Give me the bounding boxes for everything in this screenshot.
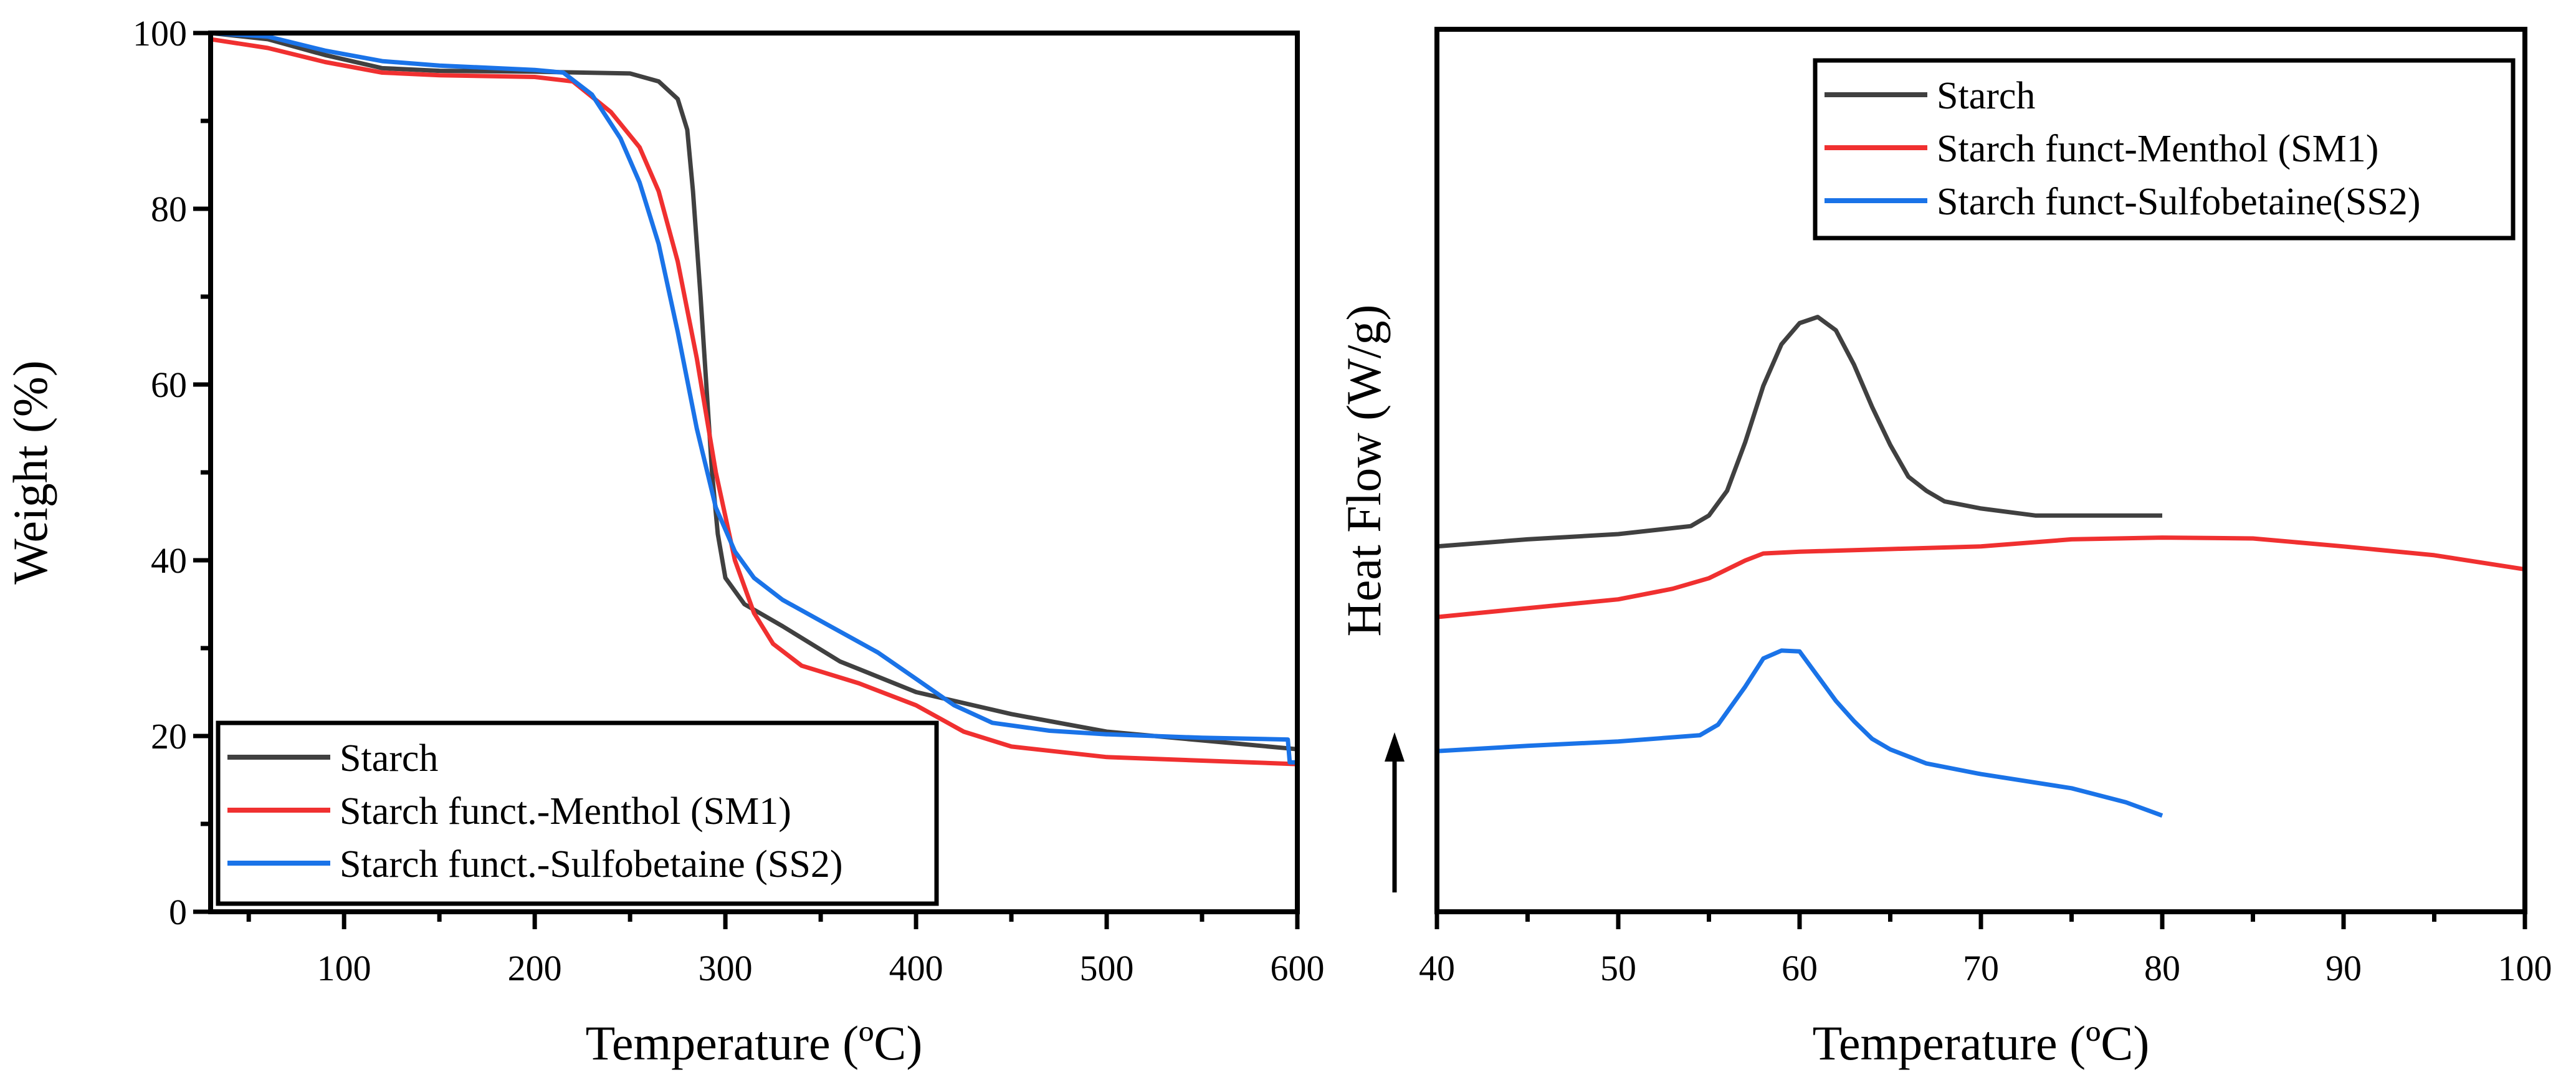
x-axis-title: Temperature (ºC): [1813, 1016, 2150, 1070]
y-tick-label: 60: [151, 365, 187, 405]
x-tick-label: 50: [1600, 948, 1636, 988]
legend-box: [1813, 58, 2516, 241]
legend-label-2: Starch funct-Sulfobetaine(SS2): [1937, 181, 2421, 223]
x-tick-label: 40: [1419, 948, 1455, 988]
legend: Starch Starch funct-Menthol (SM1) Starch f…: [1813, 58, 2516, 241]
y-tick-label: 40: [151, 540, 187, 581]
legend-label-1: Starch funct-Menthol (SM1): [1937, 128, 2378, 170]
series-line-2: [1436, 648, 2163, 818]
series-line-2: [210, 31, 1297, 765]
x-tick-label: 400: [889, 948, 943, 988]
series-line-1: [210, 37, 1298, 767]
x-tick-label: 80: [2144, 948, 2180, 988]
y-axis-title: Heat Flow (W/g): [1337, 305, 1391, 637]
dsc-chart: 40 50 60 70 80 90 100 Temperature (ºC) Heat Flow…: [1337, 27, 2552, 1070]
x-tick-label: 500: [1080, 948, 1134, 988]
legend: Starch Starch funct.-Menthol (SM1) Starch …: [216, 720, 939, 906]
x-tick-label: 600: [1271, 948, 1325, 988]
legend-box: [216, 720, 939, 906]
legend-label-2: Starch funct.-Sulfobetaine (SS2): [340, 843, 843, 886]
x-tick-label: 200: [508, 948, 562, 988]
series-line-0: [1436, 315, 2162, 549]
x-tick-label: 100: [2498, 948, 2552, 988]
legend-label-0: Starch: [340, 737, 438, 780]
x-tick-label: 100: [317, 948, 371, 988]
series-line-0: [210, 31, 1298, 752]
y-tick-label: 20: [151, 716, 187, 757]
y-tick-label: 100: [133, 13, 187, 54]
series-line-1: [1436, 535, 2526, 619]
legend-label-0: Starch: [1937, 75, 2035, 117]
tga-chart: 100 200 300 400 500 600 0 20 40 60 80 100 Temperatur…: [3, 13, 1325, 1070]
x-tick-label: 90: [2326, 948, 2362, 988]
y-axis-title: Weight (%): [3, 360, 57, 585]
x-tick-label: 60: [1782, 948, 1818, 988]
arrow-up-icon: [1385, 732, 1405, 762]
legend-label-1: Starch funct.-Menthol (SM1): [340, 790, 791, 833]
x-tick-label: 300: [699, 948, 753, 988]
y-tick-label: 0: [169, 892, 187, 932]
x-tick-label: 70: [1963, 948, 1999, 988]
y-tick-label: 80: [151, 189, 187, 229]
x-axis-title: Temperature (ºC): [586, 1016, 923, 1070]
